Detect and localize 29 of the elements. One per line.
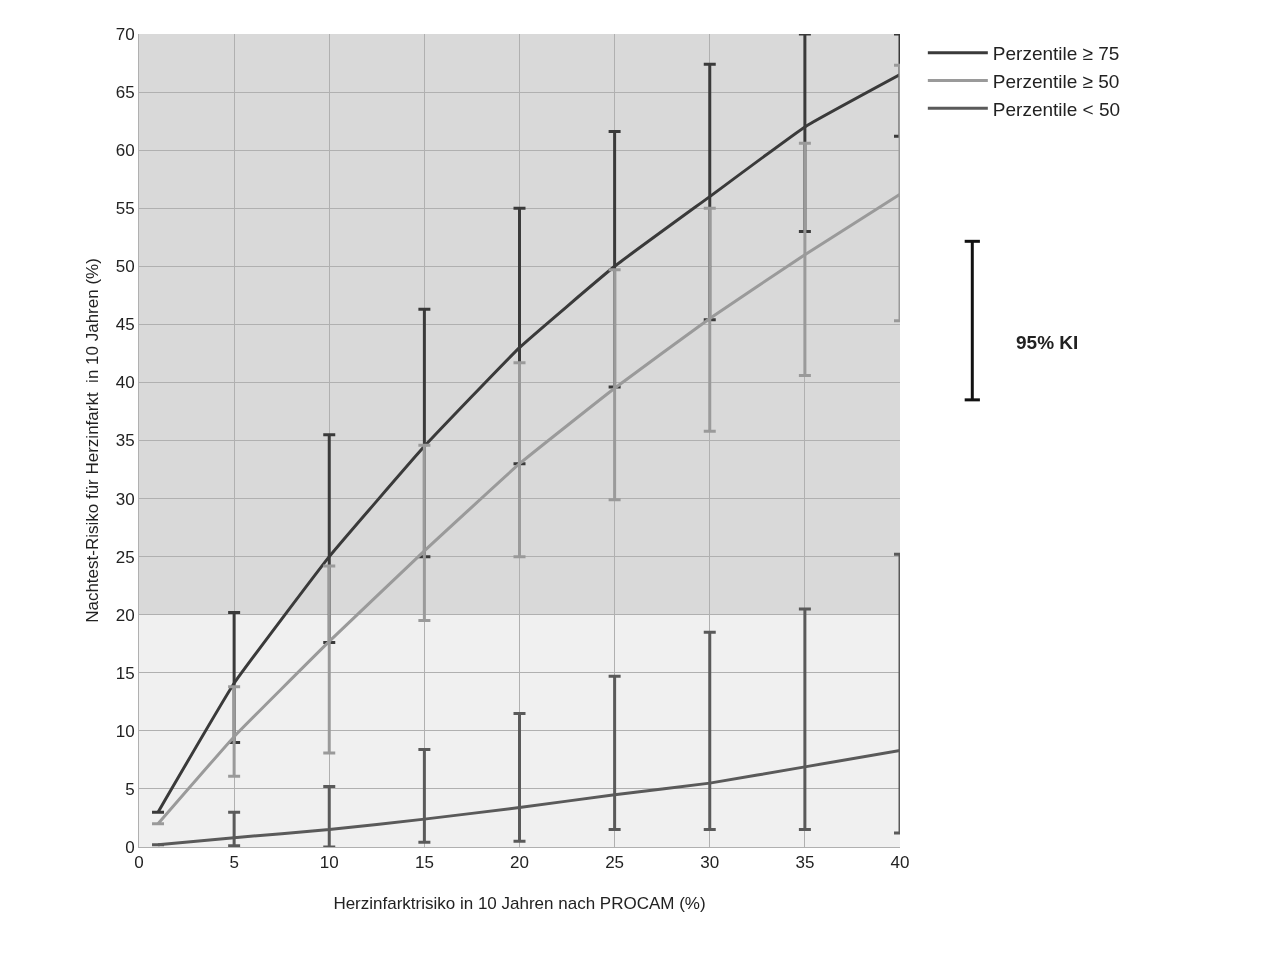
legend-label: Perzentile < 50	[992, 98, 1121, 120]
y-tick-label: 15	[115, 663, 135, 683]
y-tick-label: 25	[115, 547, 135, 567]
x-tick-label: 40	[890, 853, 910, 873]
y-tick-label: 50	[115, 257, 135, 277]
legend-label: Perzentile ≥ 50	[992, 70, 1120, 92]
x-tick-label: 25	[605, 853, 625, 873]
y-tick-label: 65	[115, 83, 135, 103]
y-tick-label: 40	[115, 373, 135, 393]
y-tick-label: 45	[115, 315, 135, 335]
y-axis-title: Nachtest-Risiko für Herzinfarkt in 10 Jahren (%)	[83, 258, 103, 623]
y-tick-label: 5	[125, 779, 135, 799]
y-tick-label: 60	[115, 141, 135, 161]
x-tick-label: 35	[795, 853, 815, 873]
y-tick-label: 30	[115, 489, 135, 509]
y-tick-label: 0	[125, 837, 135, 857]
y-tick-label: 70	[115, 24, 135, 44]
x-tick-label: 10	[319, 853, 339, 873]
x-tick-label: 20	[510, 853, 529, 873]
y-tick-label: 20	[115, 605, 135, 625]
legend-label: Perzentile ≥ 75	[992, 43, 1120, 65]
y-tick-label: 55	[115, 199, 135, 219]
x-tick-label: 15	[414, 853, 434, 873]
y-tick-label: 10	[115, 721, 135, 741]
x-axis-title: Herzinfarktrisiko in 10 Jahren nach PROCAM (%)	[333, 893, 706, 913]
y-tick-label: 35	[115, 431, 135, 451]
x-tick-label: 30	[700, 853, 720, 873]
x-tick-label: 5	[229, 853, 239, 873]
text: 95% KI	[1016, 332, 1079, 353]
